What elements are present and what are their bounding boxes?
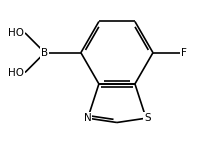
Text: HO: HO (8, 68, 24, 77)
Text: N: N (83, 113, 91, 123)
Text: HO: HO (8, 28, 24, 38)
Text: S: S (143, 113, 150, 123)
Text: B: B (41, 48, 48, 58)
Text: F: F (180, 48, 186, 58)
